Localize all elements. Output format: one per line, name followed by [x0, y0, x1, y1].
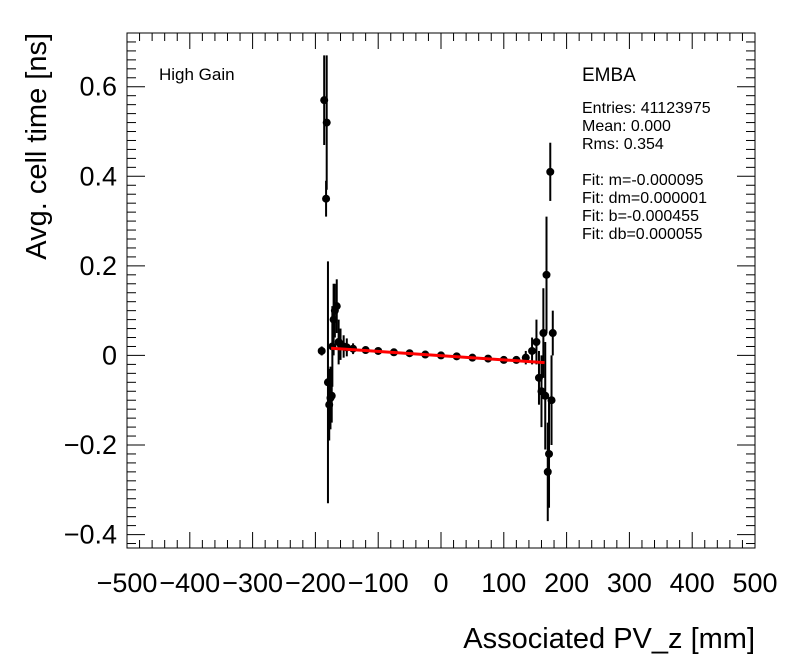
data-point — [322, 55, 331, 190]
stats-line: Entries: 41123975 — [582, 100, 711, 117]
point-marker — [539, 329, 548, 338]
stats-line: Fit: m=-0.000095 — [582, 172, 704, 189]
partition-label: EMBA — [582, 65, 636, 86]
axis-ticks — [126, 32, 756, 548]
point-marker — [547, 396, 556, 405]
x-tick-label: −300 — [222, 568, 283, 598]
point-marker — [528, 346, 537, 355]
stats-line: Fit: dm=0.000001 — [582, 190, 707, 207]
point-marker — [322, 118, 331, 127]
data-point — [542, 216, 551, 334]
y-tick-label: −0.4 — [64, 520, 117, 550]
x-tick-label: 300 — [607, 568, 652, 598]
y-tick-label: 0 — [102, 340, 117, 370]
point-marker — [332, 302, 341, 311]
y-axis-label: Avg. cell time [ns] — [21, 33, 53, 260]
point-marker — [327, 391, 336, 400]
x-tick-label: −100 — [348, 568, 409, 598]
data-layer — [317, 55, 557, 522]
stats-line: Mean: 0.000 — [582, 118, 671, 135]
data-point — [528, 337, 537, 365]
stats-line: Fit: db=0.000055 — [582, 226, 703, 243]
y-tick-label: 0.6 — [79, 72, 117, 102]
y-tick-label: −0.2 — [64, 430, 117, 460]
data-point — [532, 319, 541, 365]
point-marker — [546, 167, 555, 176]
x-tick-label: 400 — [670, 568, 715, 598]
data-point — [548, 310, 557, 356]
data-point — [317, 346, 326, 356]
point-marker — [543, 467, 552, 476]
x-tick-label: 100 — [481, 568, 526, 598]
point-marker — [545, 449, 554, 458]
x-tick-label: 500 — [732, 568, 777, 598]
stats-line: Rms: 0.354 — [582, 136, 664, 153]
x-tick-label: 0 — [433, 568, 448, 598]
stats-line: Fit: b=-0.000455 — [582, 208, 699, 225]
y-tick-label: 0.2 — [79, 251, 117, 281]
data-point — [545, 400, 554, 508]
x-tick-label: −400 — [159, 568, 220, 598]
data-point — [541, 342, 550, 450]
fit-line — [330, 346, 545, 365]
point-marker — [542, 270, 551, 279]
x-tick-label: 200 — [544, 568, 589, 598]
data-point — [332, 279, 341, 334]
x-axis-label: Associated PV_z [mm] — [463, 623, 755, 655]
x-tick-label: −200 — [285, 568, 346, 598]
point-marker — [521, 353, 530, 362]
point-marker — [532, 338, 541, 346]
gain-label: High Gain — [159, 65, 235, 84]
data-point — [546, 142, 555, 201]
x-tick-labels: −500 −400 −300 −200 −100 0 100 200 300 400 500 — [97, 568, 778, 598]
data-point — [547, 355, 556, 445]
point-marker — [548, 329, 557, 338]
x-tick-label: −500 — [97, 568, 158, 598]
point-marker — [317, 346, 326, 355]
y-tick-label: 0.4 — [79, 161, 117, 191]
y-tick-labels: −0.4 −0.2 0 0.2 0.4 0.6 — [64, 72, 117, 550]
point-marker — [541, 391, 550, 400]
point-marker — [322, 194, 331, 203]
